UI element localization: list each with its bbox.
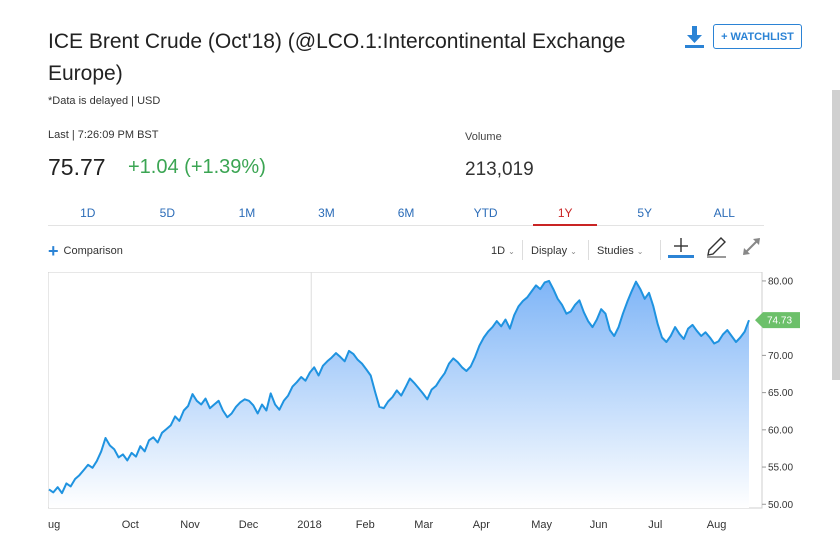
toolbar-divider bbox=[588, 240, 589, 260]
x-axis: ug Oct Nov Dec 2018 Feb Mar Apr May Jun Jul Aug bbox=[48, 519, 726, 531]
x-tick-label: May bbox=[531, 519, 552, 531]
x-tick-label: Oct bbox=[122, 519, 139, 531]
display-label: Display bbox=[531, 245, 568, 257]
chevron-down-icon: ⌄ bbox=[636, 246, 644, 256]
crosshair-tool-button[interactable] bbox=[668, 236, 694, 258]
x-tick-label: Jun bbox=[590, 519, 608, 531]
x-tick-label: Aug bbox=[707, 519, 727, 531]
y-tick-label: 55.00 bbox=[768, 463, 793, 474]
toolbar-divider bbox=[660, 240, 661, 260]
comparison-button[interactable]: + Comparison bbox=[48, 241, 123, 261]
volume-value: 213,019 bbox=[465, 159, 534, 180]
y-tick-label: 70.00 bbox=[768, 351, 793, 362]
range-tab-5d[interactable]: 5D bbox=[159, 206, 176, 220]
x-tick-label: Jul bbox=[648, 519, 662, 531]
range-tab-1m[interactable]: 1M bbox=[238, 206, 256, 220]
range-tab-3m[interactable]: 3M bbox=[318, 206, 335, 220]
time-range-tabs: 1D 5D 1M 3M 6M YTD 1Y 5Y ALL bbox=[48, 202, 764, 226]
x-tick-label: Apr bbox=[473, 519, 490, 531]
toolbar-divider bbox=[522, 240, 523, 260]
range-tab-ytd[interactable]: YTD bbox=[473, 206, 498, 220]
download-button[interactable] bbox=[682, 24, 708, 50]
x-tick-label: Nov bbox=[180, 519, 200, 531]
range-tab-1d[interactable]: 1D bbox=[80, 206, 96, 220]
chevron-down-icon: ⌄ bbox=[570, 246, 577, 256]
last-value-tag-shape bbox=[755, 312, 800, 329]
pencil-icon bbox=[707, 237, 726, 258]
x-tick-label: Dec bbox=[239, 519, 259, 531]
range-tab-all[interactable]: ALL bbox=[713, 206, 735, 220]
price-change: +1.04 (+1.39%) bbox=[128, 156, 266, 178]
add-to-watchlist-button[interactable]: + WATCHLIST bbox=[713, 24, 802, 49]
page-title: ICE Brent Crude (Oct'18) (@LCO.1:Interco… bbox=[48, 30, 626, 85]
page-scrollbar[interactable] bbox=[832, 90, 840, 380]
y-tick-label: 60.00 bbox=[768, 425, 793, 436]
y-tick-label: 80.00 bbox=[768, 276, 793, 287]
download-icon bbox=[685, 26, 704, 48]
fullscreen-button[interactable] bbox=[739, 236, 765, 258]
studies-label: Studies bbox=[597, 245, 634, 257]
y-tick-label: 65.00 bbox=[768, 388, 793, 399]
last-price: 75.77 bbox=[48, 154, 106, 180]
range-tab-1y[interactable]: 1Y bbox=[525, 202, 605, 226]
x-tick-label: 2018 bbox=[297, 519, 321, 531]
chevron-down-icon: ⌄ bbox=[508, 246, 515, 256]
expand-icon bbox=[743, 238, 760, 255]
y-tick-label: 50.00 bbox=[768, 500, 793, 511]
interval-label: 1D bbox=[491, 245, 506, 257]
comparison-label: Comparison bbox=[63, 245, 123, 257]
display-dropdown[interactable]: Display ⌄ bbox=[531, 245, 577, 257]
interval-dropdown[interactable]: 1D ⌄ bbox=[491, 245, 515, 257]
studies-dropdown[interactable]: Studies ⌄ bbox=[597, 245, 643, 257]
price-line bbox=[48, 279, 750, 495]
plus-icon: + bbox=[48, 241, 59, 261]
draw-tool-button[interactable] bbox=[704, 236, 730, 258]
x-tick-label: ug bbox=[48, 519, 60, 531]
crosshair-icon bbox=[668, 238, 694, 258]
last-value-label: 74.73 bbox=[767, 316, 792, 327]
last-value-tag: 74.73 bbox=[755, 312, 800, 329]
volume-label: Volume bbox=[465, 131, 502, 143]
range-tab-6m[interactable]: 6M bbox=[397, 206, 415, 220]
x-tick-label: Mar bbox=[414, 519, 433, 531]
x-tick-label: Feb bbox=[356, 519, 375, 531]
range-tab-5y[interactable]: 5Y bbox=[637, 206, 653, 220]
delayed-note: *Data is delayed | USD bbox=[48, 95, 161, 107]
last-trade-label: Last | 7:26:09 PM BST bbox=[48, 129, 159, 141]
